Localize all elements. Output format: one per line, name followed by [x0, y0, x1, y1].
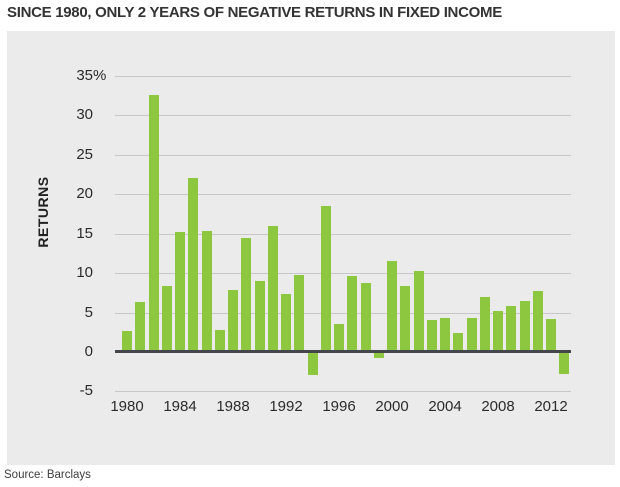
bar-2013: [559, 352, 570, 375]
bar-1989: [241, 237, 252, 352]
bar-1995: [320, 206, 331, 352]
bar-1980: [122, 330, 132, 352]
x-tick-label-2008: 2008: [481, 398, 515, 415]
bar-2012: [546, 318, 556, 352]
bar-1993: [294, 274, 305, 352]
y-tick-unit: %: [93, 67, 107, 84]
bar-1981: [135, 302, 146, 352]
zero-baseline: [115, 350, 571, 353]
y-tick-label-10: 10: [23, 264, 93, 282]
bar-1997: [347, 275, 358, 352]
y-tick-label-20: 20: [23, 185, 93, 203]
bar-1991: [267, 225, 278, 352]
y-tick-value: 10: [76, 264, 93, 282]
bar-2006: [466, 318, 477, 352]
y-tick-label-30: 30: [23, 106, 93, 124]
y-tick-label-5: 5: [23, 304, 93, 322]
x-tick-label-1980: 1980: [110, 398, 144, 415]
gridline-35: [115, 76, 571, 77]
x-tick-label-1984: 1984: [163, 398, 197, 415]
x-tick-label-2000: 2000: [375, 398, 409, 415]
bar-1996: [334, 323, 344, 352]
y-tick-value: 20: [76, 185, 93, 203]
y-tick-label--5: -5: [23, 382, 93, 400]
y-tick-value: 15: [76, 224, 93, 242]
bar-1986: [201, 231, 212, 352]
gridline-25: [115, 154, 571, 156]
x-tick-label-1992: 1992: [269, 398, 303, 415]
y-tick-value: 35: [76, 67, 93, 84]
bar-2005: [453, 333, 464, 352]
bar-1988: [228, 289, 238, 352]
source-note: Source: Barclays: [4, 469, 91, 481]
bar-2009: [506, 305, 517, 352]
gridline-5: [115, 312, 571, 314]
bar-1990: [254, 281, 265, 352]
bar-1998: [360, 283, 371, 352]
y-tick-label-15: 15: [23, 225, 93, 243]
x-tick-label-2012: 2012: [534, 398, 568, 415]
bar-2000: [387, 260, 397, 352]
y-tick-value: -5: [79, 382, 93, 400]
bar-1983: [161, 285, 172, 352]
x-tick-label-1988: 1988: [216, 398, 250, 415]
x-tick-label-1996: 1996: [322, 398, 356, 415]
y-tick-label-25: 25: [23, 146, 93, 164]
bar-1982: [148, 94, 159, 352]
y-tick-label-35: 35%: [23, 67, 106, 85]
bar-1994: [307, 352, 318, 375]
y-axis-label: RETURNS: [35, 176, 51, 248]
gridline-10: [115, 273, 571, 275]
y-tick-value: 30: [76, 106, 93, 124]
gridline-20: [115, 194, 571, 196]
y-tick-label-0: 0: [23, 343, 93, 361]
y-tick-value: 5: [84, 303, 93, 321]
bar-1999: [373, 352, 384, 359]
gridline-15: [115, 233, 571, 235]
bar-2010: [519, 300, 530, 352]
bar-2002: [413, 270, 424, 352]
chart-title: SINCE 1980, ONLY 2 YEARS OF NEGATIVE RET…: [7, 4, 502, 21]
bar-2008: [493, 311, 503, 352]
bar-2007: [479, 296, 490, 352]
bar-2011: [532, 290, 543, 352]
gridline--5: [115, 391, 571, 393]
bar-1992: [281, 293, 291, 352]
y-tick-value: 25: [76, 145, 93, 163]
gridline-30: [115, 115, 571, 117]
y-tick-value: 0: [84, 343, 93, 360]
bar-1987: [214, 329, 225, 352]
bar-2003: [426, 319, 437, 352]
bar-2004: [440, 318, 450, 352]
bar-1985: [188, 177, 199, 352]
x-tick-label-2004: 2004: [428, 398, 462, 415]
bar-1984: [175, 232, 185, 352]
chart-panel: RETURNS 35% 30 25 20 15 10 5 0 -5 1980 1984 1988 199…: [7, 31, 615, 465]
bar-2001: [400, 285, 411, 352]
